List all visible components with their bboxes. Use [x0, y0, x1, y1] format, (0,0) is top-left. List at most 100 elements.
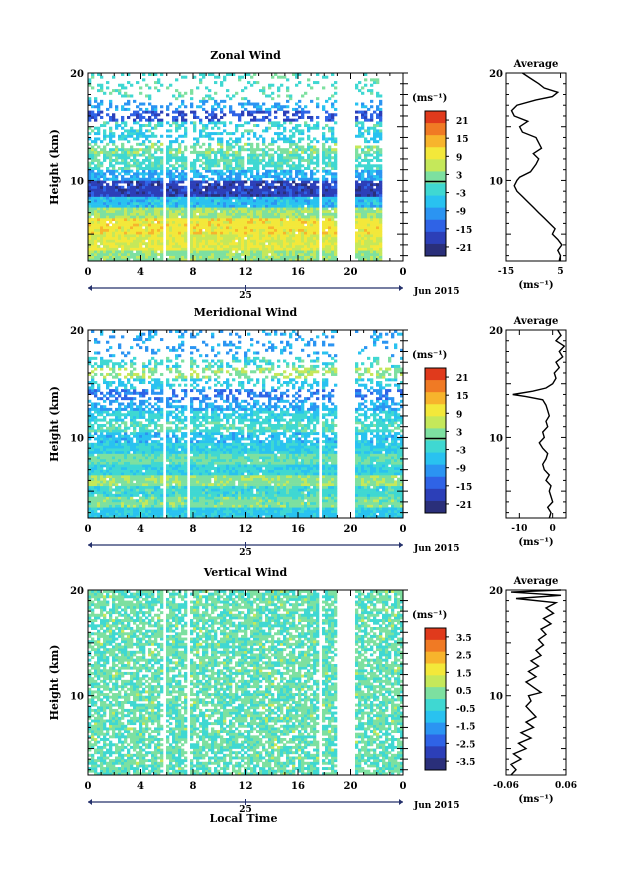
heatmap-cell — [118, 236, 122, 240]
heatmap-cell — [124, 107, 128, 111]
heatmap-cell — [238, 255, 242, 259]
heatmap-cell — [139, 236, 143, 240]
heatmap-cell — [115, 107, 119, 111]
heatmap-cell — [199, 193, 203, 197]
heatmap-cell — [289, 164, 293, 168]
heatmap-cell — [376, 201, 380, 205]
colorbar-segment — [425, 159, 446, 172]
heatmap-cell — [154, 164, 158, 168]
heatmap-cell — [280, 242, 284, 246]
heatmap-cell — [370, 258, 374, 262]
heatmap-cell — [373, 212, 377, 216]
heatmap-cell — [364, 105, 368, 109]
heatmap-cell — [199, 132, 203, 136]
heatmap-cell — [205, 244, 209, 248]
heatmap-cell — [100, 507, 104, 511]
heatmap-cell — [325, 234, 329, 238]
heatmap-cell — [193, 204, 197, 208]
heatmap-cell — [142, 142, 146, 146]
heatmap-cell — [355, 252, 359, 256]
heatmap-cell — [115, 150, 119, 154]
heatmap-cell — [208, 234, 212, 238]
heatmap-cell — [364, 78, 368, 82]
heatmap-cell — [214, 180, 218, 184]
heatmap-cell — [370, 78, 374, 82]
heatmap-cell — [211, 121, 215, 125]
heatmap-cell — [160, 148, 164, 152]
heatmap-cell — [364, 223, 368, 227]
heatmap-cell — [286, 226, 290, 230]
heatmap-cell — [118, 167, 122, 170]
heatmap-cell — [271, 228, 275, 232]
heatmap-cell — [88, 391, 92, 395]
heatmap-cell — [379, 169, 383, 173]
heatmap-cell — [199, 164, 203, 168]
heatmap-cell — [91, 236, 95, 240]
heatmap-cell — [373, 124, 377, 128]
heatmap-cell — [331, 191, 335, 195]
heatmap-cell — [127, 115, 131, 119]
heatmap-cell — [178, 156, 182, 160]
heatmap-cell — [232, 226, 236, 230]
heatmap-cell — [94, 432, 98, 436]
heatmap-cell — [247, 244, 251, 248]
heatmap-cell — [274, 164, 278, 168]
heatmap-cell — [280, 148, 284, 152]
heatmap-cell — [115, 453, 119, 457]
heatmap-cell — [358, 129, 362, 133]
heatmap-cell — [304, 258, 308, 262]
heatmap-cell — [208, 250, 212, 254]
heatmap-cell — [358, 239, 362, 243]
heatmap-cell — [310, 242, 314, 246]
heatmap-cell — [367, 215, 371, 219]
heatmap-cell — [286, 169, 290, 173]
heatmap-cell — [214, 236, 218, 240]
heatmap-cell — [268, 83, 272, 87]
heatmap-cell — [247, 132, 251, 136]
heatmap-cell — [91, 453, 95, 457]
heatmap-cell — [316, 244, 320, 248]
heatmap-cell — [199, 226, 203, 230]
heatmap-cell — [118, 215, 122, 219]
heatmap-cell — [313, 255, 317, 259]
heatmap-cell — [250, 242, 254, 246]
heatmap-cell — [103, 378, 107, 382]
heatmap-cell — [139, 215, 143, 219]
heatmap-cell — [94, 362, 98, 366]
heatmap-cell — [115, 228, 119, 232]
heatmap-cell — [280, 247, 284, 251]
heatmap-cell — [109, 389, 113, 393]
heatmap-cell — [211, 231, 215, 235]
heatmap-cell — [277, 86, 281, 90]
heatmap-cell — [112, 512, 116, 516]
heatmap-cell — [100, 461, 104, 465]
heatmap-cell — [217, 172, 221, 176]
heatmap-cell — [271, 161, 275, 165]
heatmap-cell — [379, 226, 383, 230]
heatmap-cell — [226, 201, 230, 205]
heatmap-cell — [286, 156, 290, 160]
heatmap-cell — [211, 164, 215, 168]
average-y-tick-label: 10 — [489, 176, 503, 187]
heatmap-cell — [334, 204, 338, 208]
heatmap-cell — [301, 191, 305, 195]
heatmap-cell — [103, 209, 107, 213]
heatmap-cell — [238, 113, 242, 117]
heatmap-cell — [259, 201, 263, 205]
heatmap-cell — [148, 129, 152, 133]
heatmap-cell — [115, 413, 119, 417]
heatmap-cell — [361, 223, 365, 227]
heatmap-cell — [88, 242, 92, 246]
heatmap-cell — [94, 458, 98, 462]
heatmap-cell — [379, 177, 383, 181]
heatmap-cell — [253, 231, 257, 235]
heatmap-cell — [118, 507, 122, 511]
heatmap-cell — [202, 258, 206, 262]
heatmap-cell — [331, 199, 335, 203]
heatmap-cell — [298, 188, 302, 192]
heatmap-cell — [235, 156, 239, 160]
heatmap-cell — [298, 258, 302, 262]
heatmap-cell — [154, 167, 158, 170]
heatmap-cell — [109, 188, 113, 192]
heatmap-cell — [130, 126, 134, 130]
